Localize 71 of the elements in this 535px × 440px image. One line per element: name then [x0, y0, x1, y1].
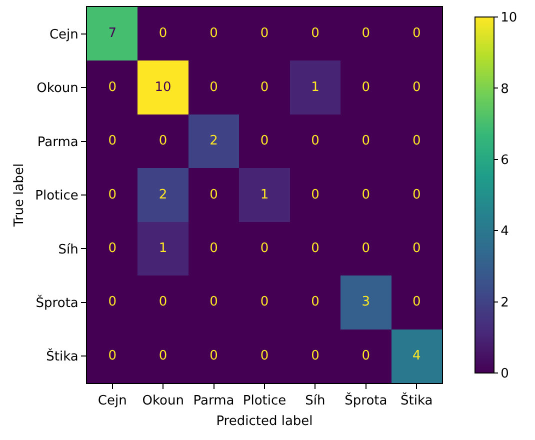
data-label: 0	[158, 294, 168, 310]
data-label: 4	[412, 348, 421, 364]
color-bar-label: 0	[500, 366, 509, 382]
y-tick-label: Plotice	[35, 188, 78, 204]
data-label: 0	[311, 26, 320, 42]
data-label: 0	[362, 134, 370, 149]
data-label: 0	[158, 26, 168, 42]
data-label: 0	[108, 187, 116, 202]
x-tick-label: Síh	[305, 394, 326, 409]
color-bar-label: 2	[500, 295, 509, 310]
data-label: 0	[210, 240, 218, 256]
data-label: 0	[108, 240, 116, 256]
data-label: 0	[108, 294, 116, 310]
color-bar-label: 6	[500, 152, 509, 168]
data-label: 2	[210, 134, 218, 149]
data-label: 0	[311, 134, 320, 149]
data-label: 1	[260, 187, 269, 202]
data-label: 0	[260, 80, 269, 95]
data-label: 1	[311, 80, 320, 95]
y-tick-label: Cejn	[49, 27, 78, 42]
color-bar-label: 4	[500, 224, 509, 240]
y-tick-label: Síh	[58, 242, 78, 258]
data-label: 0	[311, 240, 320, 256]
data-label: 0	[412, 80, 421, 95]
data-label: 0	[260, 348, 269, 364]
data-label: 0	[362, 80, 370, 95]
data-label: 0	[362, 187, 370, 202]
y-tick-label: Parma	[37, 134, 78, 150]
data-label: 0	[412, 187, 421, 202]
y-tick-label: Štika	[46, 348, 78, 365]
data-label: 0	[210, 187, 218, 202]
y-axis-title: True label	[12, 163, 28, 228]
data-label: 0	[210, 294, 218, 310]
data-label: 0	[210, 348, 218, 364]
x-tick-label: Štika	[400, 392, 433, 409]
x-tick-label: Plotice	[242, 394, 286, 409]
data-label: 0	[311, 294, 320, 310]
y-tick-label: Šprota	[36, 294, 78, 311]
y-tick-label: Okoun	[36, 81, 78, 96]
data-label: 0	[108, 348, 116, 364]
data-label: 0	[260, 240, 269, 256]
data-label: 0	[108, 80, 116, 95]
x-tick-label: Okoun	[142, 394, 184, 409]
data-label: 0	[158, 134, 168, 149]
data-label: 0	[311, 348, 320, 364]
x-tick-label: Cejn	[98, 394, 127, 409]
x-axis-title: Predicted label	[216, 414, 313, 430]
data-label: 0	[158, 348, 168, 364]
data-label: 0	[210, 80, 218, 95]
data-label: 0	[260, 294, 269, 310]
data-label: 0	[412, 26, 421, 42]
data-label: 0	[311, 187, 320, 202]
data-label: 0	[362, 240, 370, 256]
data-label: 7	[108, 26, 116, 42]
data-label: 1	[158, 240, 168, 256]
color-bar-label: 8	[500, 82, 509, 97]
data-label: 0	[260, 26, 269, 42]
data-label: 0	[362, 26, 370, 42]
data-label: 0	[210, 26, 218, 42]
data-label: 0	[108, 134, 116, 149]
data-label: 0	[412, 294, 421, 310]
data-label: 3	[362, 294, 370, 310]
x-tick-label: Parma	[193, 394, 234, 409]
data-label: 0	[412, 134, 421, 149]
color-bar-label: 10	[500, 10, 518, 26]
data-label: 0	[412, 240, 421, 256]
data-label: 0	[362, 348, 370, 364]
data-label: 2	[158, 187, 168, 202]
x-tick-label: Šprota	[344, 392, 388, 409]
data-label: 0	[260, 134, 269, 149]
data-label: 10	[154, 80, 172, 95]
